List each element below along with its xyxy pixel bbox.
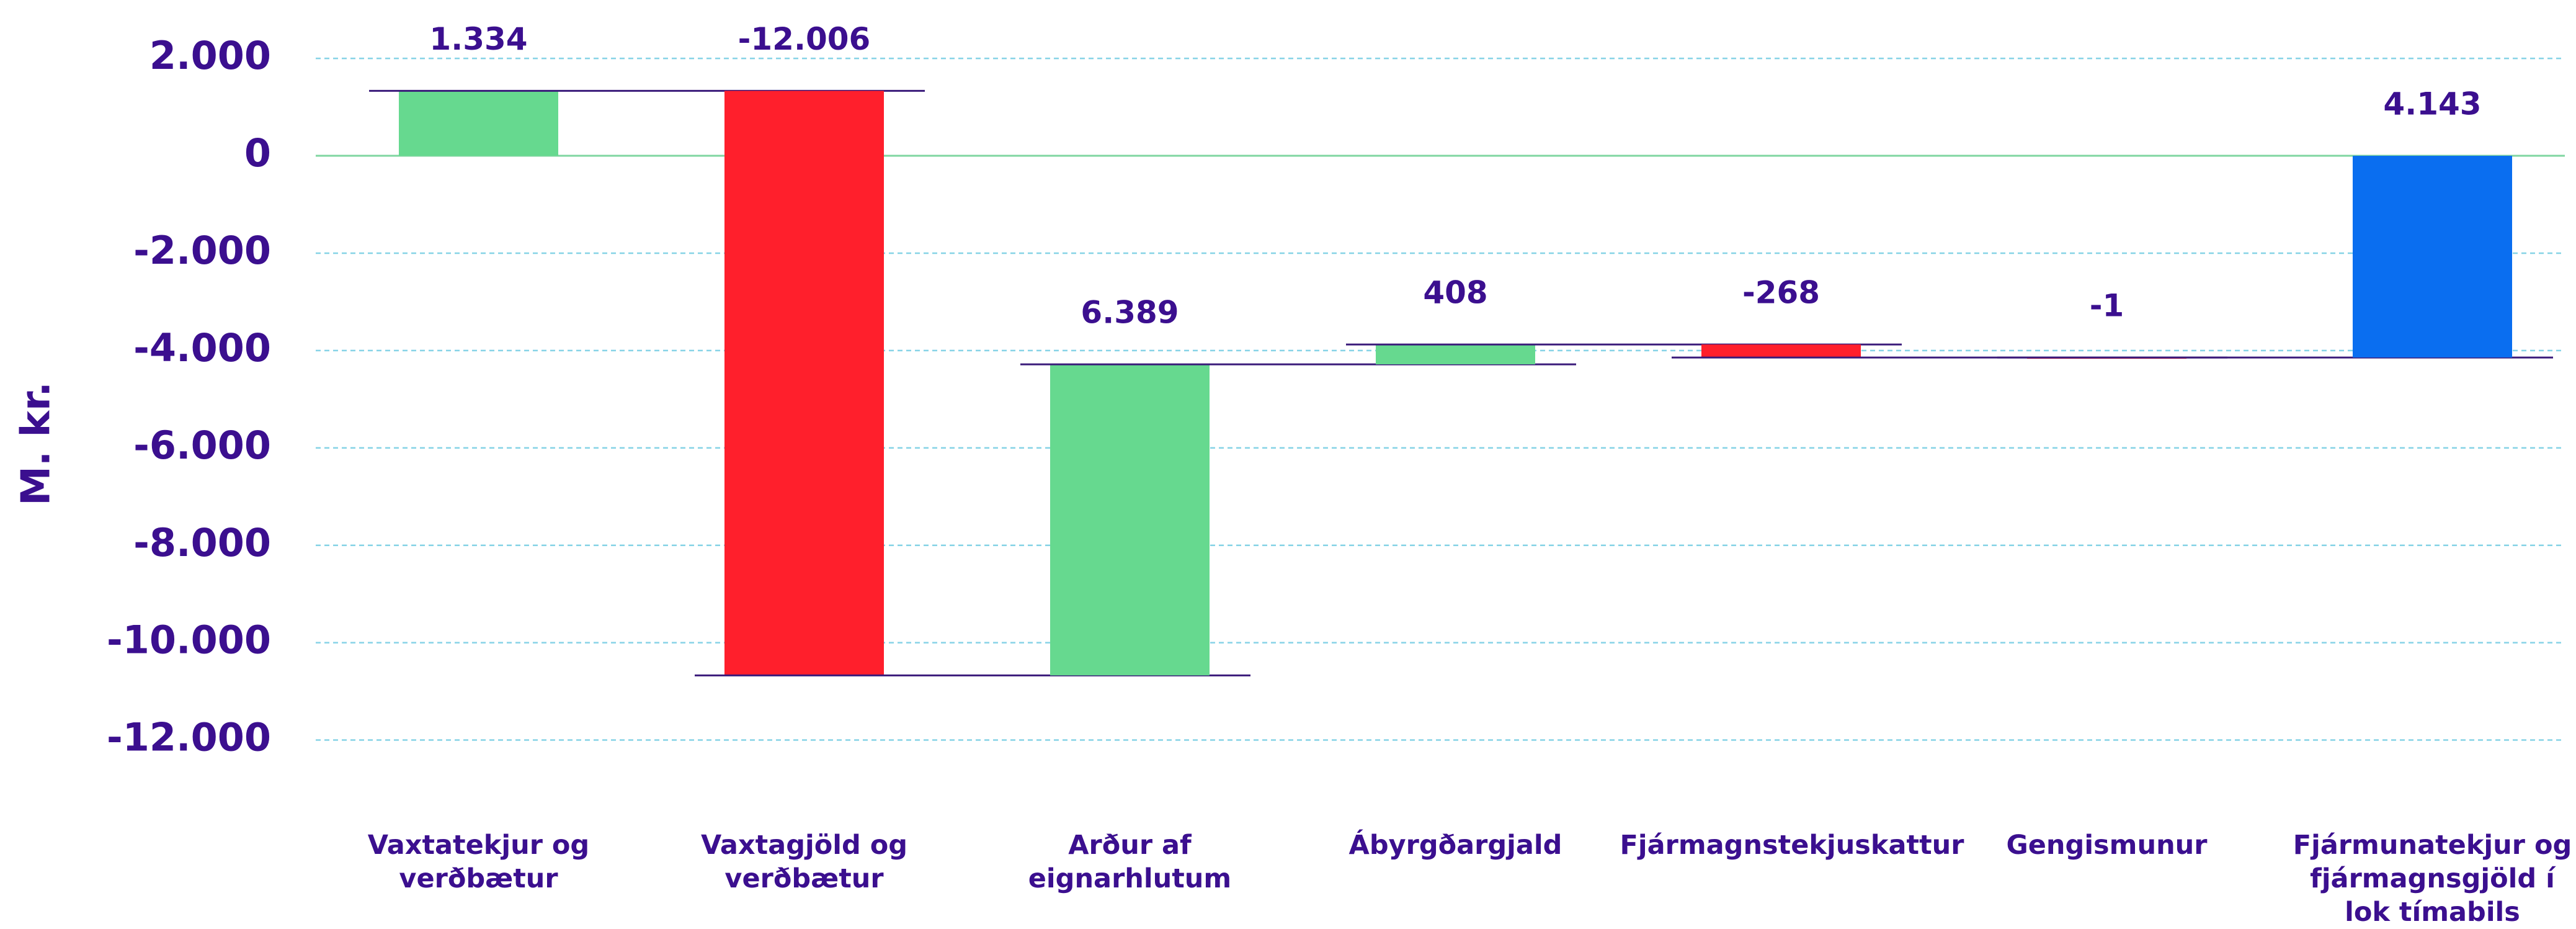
y-tick-label: -8.000 bbox=[133, 520, 271, 565]
y-tick-label: -4.000 bbox=[133, 325, 271, 370]
x-tick-label: Fjármunatekjur og fjármagnsgjöld í lok t… bbox=[2271, 828, 2576, 929]
x-tick-label: Vaxtatekjur og verðbætur bbox=[318, 828, 640, 895]
bar bbox=[2353, 156, 2512, 357]
y-tick-label: -10.000 bbox=[107, 617, 271, 663]
bar bbox=[1701, 344, 1861, 357]
y-tick-label: 2.000 bbox=[149, 33, 271, 78]
bar bbox=[399, 91, 558, 156]
bar bbox=[724, 91, 884, 675]
x-tick-label: Ábyrgðargjald bbox=[1295, 828, 1617, 862]
y-tick-label: -12.000 bbox=[107, 715, 271, 760]
value-label: 408 bbox=[1423, 275, 1487, 311]
y-tick-label: -6.000 bbox=[133, 423, 271, 468]
value-label: -12.006 bbox=[738, 21, 871, 57]
value-label: -268 bbox=[1742, 275, 1820, 311]
x-tick-label: Vaxtagjöld og verðbætur bbox=[643, 828, 966, 895]
y-tick-label: 0 bbox=[244, 130, 271, 176]
value-label: -1 bbox=[2090, 288, 2124, 324]
x-tick-label: Arður af eignarhlutum bbox=[969, 828, 1291, 895]
x-tick-label: Fjármagnstekjuskattur bbox=[1620, 828, 1943, 862]
value-label: 4.143 bbox=[2383, 86, 2481, 122]
value-label: 1.334 bbox=[429, 21, 527, 57]
bar bbox=[1050, 364, 1210, 675]
bar bbox=[1376, 344, 1535, 364]
x-tick-label: Gengismunur bbox=[1946, 828, 2268, 862]
y-axis-title: M. kr. bbox=[14, 382, 60, 506]
y-tick-label: -2.000 bbox=[133, 228, 271, 273]
value-label: 6.389 bbox=[1081, 295, 1179, 331]
